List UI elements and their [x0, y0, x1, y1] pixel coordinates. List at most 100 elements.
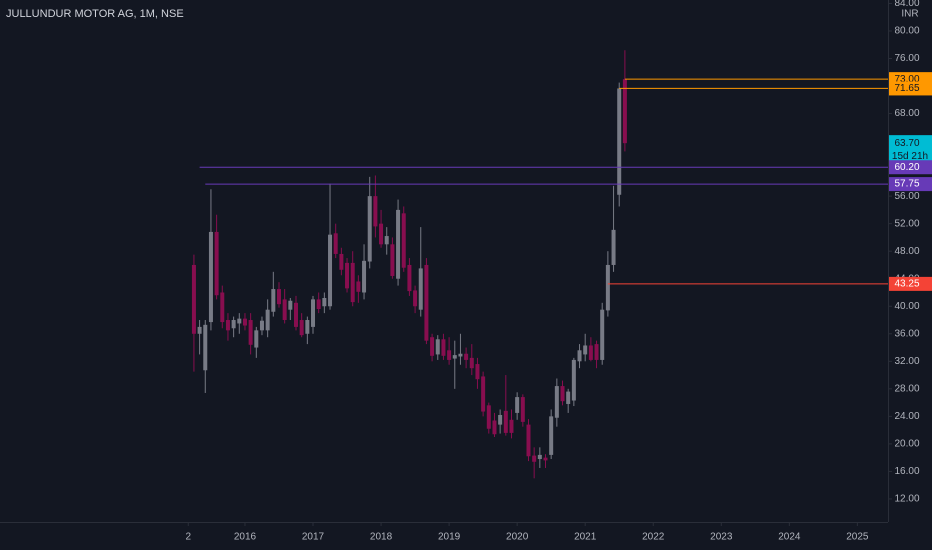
candle-body — [220, 292, 225, 323]
candle-body — [549, 416, 554, 455]
price-line-box — [889, 81, 932, 96]
x-tick-label: 2016 — [234, 532, 257, 543]
x-tick-label: 2018 — [370, 532, 393, 543]
y-tick-label: 16.00 — [894, 466, 919, 477]
candle-body — [350, 262, 355, 303]
y-tick-label: 24.00 — [894, 411, 919, 422]
candle-body — [475, 364, 480, 380]
chart-title: JULLUNDUR MOTOR AG, 1M, NSE — [6, 8, 184, 20]
candle-body — [316, 299, 321, 310]
candle-body — [362, 260, 367, 293]
candle-body — [265, 309, 270, 331]
candle-body — [543, 457, 548, 461]
candle-body — [367, 196, 372, 262]
candle-body — [276, 289, 281, 305]
x-tick-label: 2017 — [302, 532, 325, 543]
candle-body — [554, 386, 559, 418]
candle-body — [622, 79, 627, 144]
candle-body — [282, 299, 287, 321]
candle-body — [413, 290, 418, 307]
price-line-box — [889, 177, 932, 192]
candle-body — [486, 405, 491, 429]
candle-body — [237, 318, 242, 324]
candle-body — [435, 339, 440, 355]
candle-body — [345, 262, 350, 289]
candle-body — [214, 231, 219, 296]
candle-body — [492, 420, 497, 435]
candle-body — [577, 350, 582, 362]
currency-label: INR — [901, 9, 918, 20]
y-tick-label: 32.00 — [894, 356, 919, 367]
candle-body — [339, 253, 344, 270]
candle-body — [322, 297, 327, 307]
price-line-label: 71.65 — [894, 83, 919, 94]
candle-body — [560, 386, 565, 402]
candle-body — [526, 424, 531, 457]
candle-body — [481, 376, 486, 412]
candle-body — [509, 419, 514, 433]
x-tick-label: 2023 — [710, 532, 733, 543]
candle-body — [328, 234, 333, 307]
candle-body — [311, 299, 316, 327]
y-tick-label: 40.00 — [894, 301, 919, 312]
candle-body — [288, 300, 293, 310]
price-line-label: 57.75 — [894, 179, 919, 190]
candle-body — [469, 357, 474, 369]
y-tick-label: 36.00 — [894, 328, 919, 339]
price-line-box — [889, 160, 932, 175]
candle-body — [605, 264, 610, 311]
candle-body — [396, 209, 401, 279]
candle-body — [515, 397, 520, 413]
candle-body — [197, 326, 202, 334]
candle-body — [520, 397, 525, 422]
candle-body — [458, 353, 463, 357]
candle-body — [498, 414, 503, 425]
candle-body — [203, 324, 208, 371]
price-line-box — [889, 276, 932, 291]
y-tick-label: 84.00 — [894, 0, 919, 9]
y-tick-label: 76.00 — [894, 53, 919, 64]
candle-body — [379, 223, 384, 245]
y-tick-label: 68.00 — [894, 108, 919, 119]
x-tick-label: 2024 — [778, 532, 801, 543]
candle-body — [503, 410, 508, 433]
candle-body — [611, 229, 616, 265]
candle-body — [191, 264, 196, 334]
candle-body — [254, 330, 259, 348]
last-price-box — [889, 135, 932, 164]
y-tick-label: 48.00 — [894, 246, 919, 257]
candle-body — [356, 281, 361, 292]
candle-body — [464, 353, 469, 360]
candle-body — [430, 337, 435, 356]
x-tick-label: 2025 — [846, 532, 869, 543]
candle-body — [333, 233, 338, 254]
x-tick-label: 2020 — [506, 532, 529, 543]
candle-body — [242, 318, 247, 326]
x-tick-label: 2022 — [642, 532, 665, 543]
candle-body — [384, 236, 389, 245]
y-tick-label: 80.00 — [894, 26, 919, 37]
price-line-label: 73.00 — [894, 74, 919, 85]
candle-body — [594, 344, 599, 360]
candle-body — [407, 264, 412, 292]
candle-body — [390, 244, 395, 276]
candle-body — [532, 455, 537, 462]
last-price-label: 63.70 — [894, 138, 919, 149]
candle-body — [447, 350, 452, 360]
x-tick-label: 2019 — [438, 532, 461, 543]
candle-body — [600, 309, 605, 360]
candle-body — [231, 320, 236, 329]
x-tick-label: 2021 — [574, 532, 597, 543]
candle-body — [537, 454, 542, 460]
candle-body — [373, 196, 378, 227]
candle-body — [225, 320, 230, 331]
y-tick-label: 56.00 — [894, 191, 919, 202]
candle-body — [418, 268, 423, 310]
candle-body — [583, 345, 588, 355]
price-line-label: 60.20 — [894, 162, 919, 173]
candle-body — [424, 264, 429, 341]
y-tick-label: 12.00 — [894, 494, 919, 505]
candle-body — [208, 231, 213, 323]
